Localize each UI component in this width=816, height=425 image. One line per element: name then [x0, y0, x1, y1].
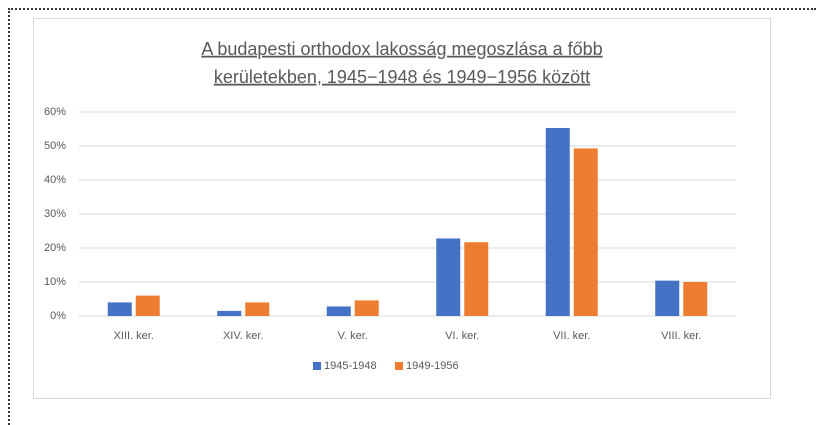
legend-label: 1949-1956 [406, 360, 459, 372]
chart-area [33, 18, 771, 399]
bar [326, 306, 351, 316]
frame [8, 8, 816, 425]
x-tick-label: XIII. ker. [114, 330, 154, 342]
x-tick-label: VIII. ker. [661, 330, 701, 342]
x-tick-label: XIV. ker. [223, 330, 264, 342]
bar [217, 310, 242, 316]
y-tick-label: 60% [44, 106, 66, 118]
bar [135, 295, 160, 316]
legend-swatch [395, 362, 403, 370]
y-tick-label: 20% [44, 242, 66, 254]
y-tick-label: 50% [44, 140, 66, 152]
x-tick-label: V. ker. [338, 330, 368, 342]
y-tick-label: 10% [44, 276, 66, 288]
x-tick-label: VII. ker. [553, 330, 590, 342]
bar [107, 302, 132, 316]
bar [436, 238, 461, 316]
bar [655, 280, 680, 316]
bar [245, 302, 270, 316]
bar [354, 300, 379, 316]
y-tick-label: 30% [44, 208, 66, 220]
legend-swatch [313, 362, 321, 370]
y-tick-label: 40% [44, 174, 66, 186]
chart-title: kerületekben, 1945−1948 és 1949−1956 köz… [214, 67, 590, 87]
bar [683, 282, 708, 316]
bar [464, 242, 489, 316]
bar [573, 148, 598, 316]
bar [545, 127, 570, 316]
legend-label: 1945-1948 [324, 360, 377, 372]
y-tick-label: 0% [50, 310, 66, 322]
chart-title: A budapesti orthodox lakosság megoszlása… [201, 39, 602, 59]
x-tick-label: VI. ker. [445, 330, 479, 342]
